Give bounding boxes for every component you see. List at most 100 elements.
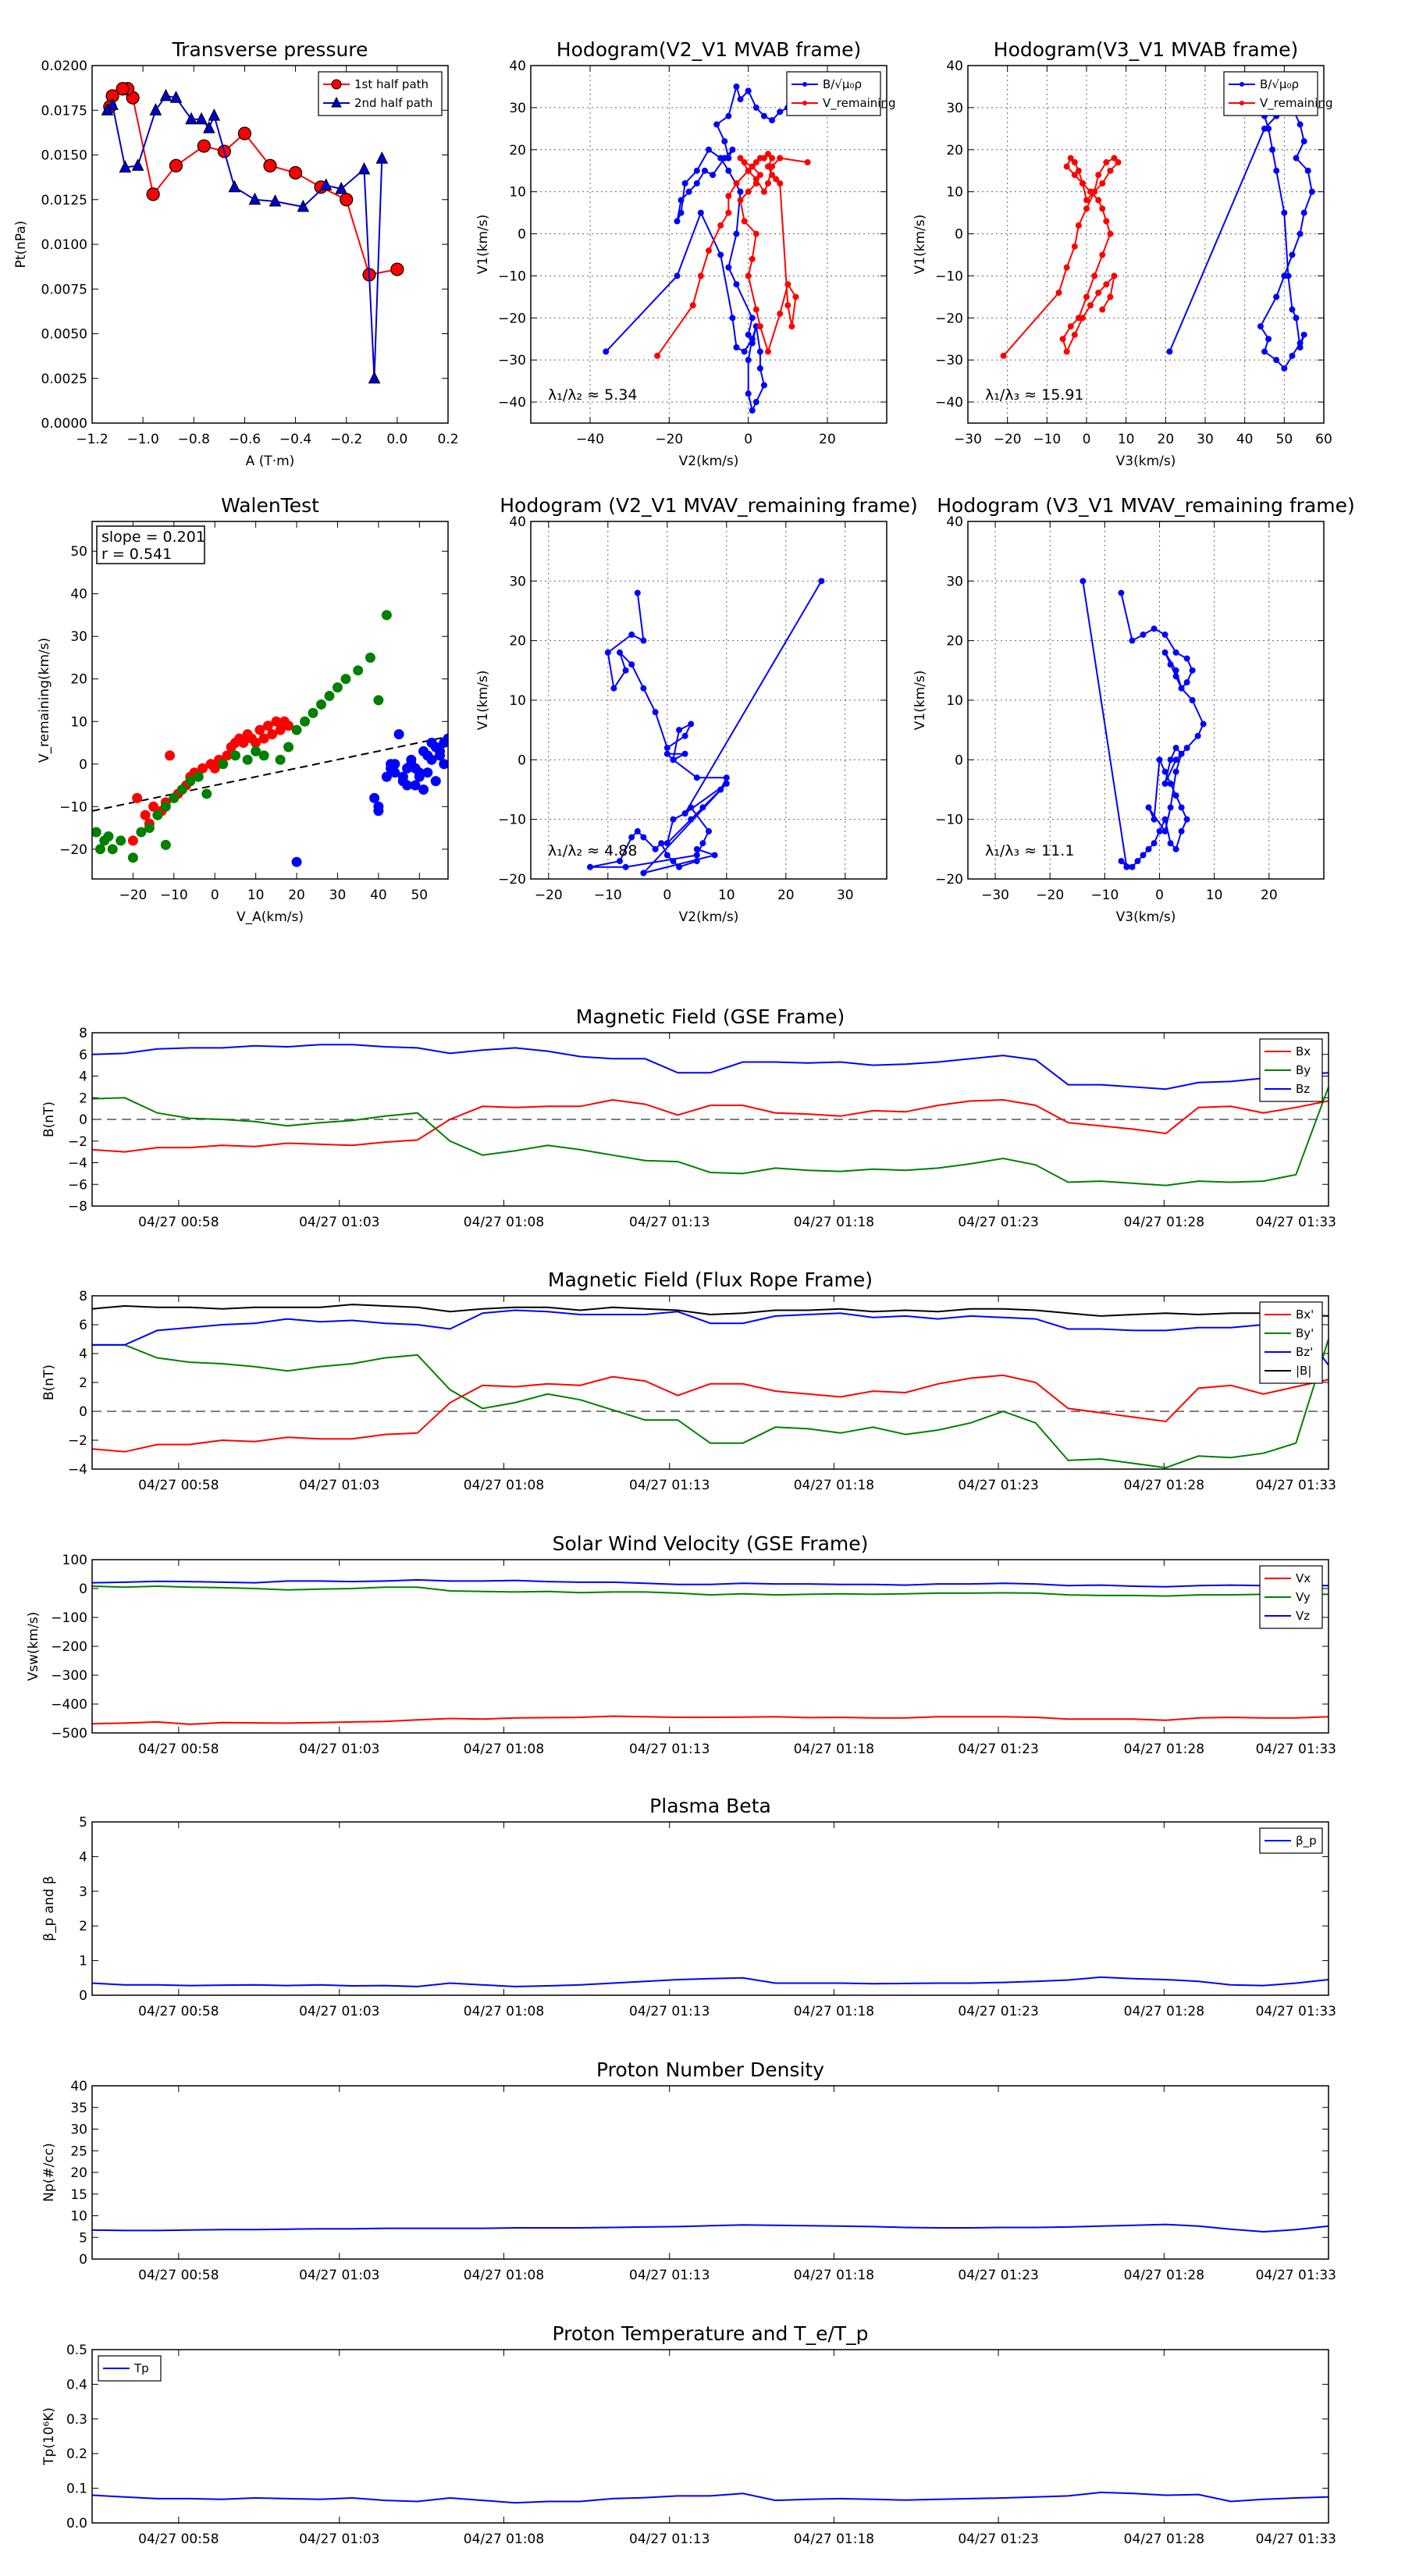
data-point [1172,768,1179,775]
x-tick-label: 04/27 01:13 [629,2004,710,2019]
chart-title: Magnetic Field (GSE Frame) [576,1005,845,1028]
data-point [353,665,364,676]
series-line [92,1087,1329,1187]
y-tick-label: 0 [79,2252,87,2268]
legend: Bx' By' Bz' |B| [1259,1301,1323,1384]
data-point [741,158,748,165]
data-point [804,158,811,165]
y-tick-label: 0.0000 [41,416,87,432]
y-tick-label: 30 [70,2122,87,2138]
data-point [688,804,695,811]
data-point [283,720,294,731]
data-point [1095,172,1102,179]
data-point [1172,667,1179,674]
data-point [1161,632,1168,639]
x-tick-label: 04/27 01:03 [299,2004,379,2019]
y-tick-label: 10 [509,185,526,201]
series-line [92,1044,1329,1091]
chart-title: Hodogram (V3_V1 MVAV_remaining frame) [937,494,1355,517]
chart-title: Hodogram (V2_V1 MVAV_remaining frame) [500,494,918,517]
data-point [1183,745,1190,752]
data-point [251,745,261,756]
data-point [116,835,126,846]
data-point [316,699,327,710]
x-tick-label: 10 [1206,888,1223,903]
data-point [640,685,647,692]
y-tick-label: 40 [70,587,87,603]
data-point [185,112,197,125]
data-point [140,809,151,820]
legend-label: Vy [1296,1590,1311,1604]
y-tick-label: −4 [68,1156,87,1172]
data-point [1075,222,1082,229]
data-point [741,218,748,225]
data-point [1156,827,1163,834]
data-point [1140,632,1147,639]
y-tick-label: 40 [946,59,963,74]
data-point [368,371,381,384]
data-point [1265,125,1272,132]
data-point [1071,331,1078,338]
legend: Vx Vy Vz [1259,1565,1323,1629]
x-tick-label: −20 [535,888,563,903]
data-point [1087,302,1094,309]
data-point [169,91,183,103]
legend-label: By [1296,1063,1311,1077]
y-tick-label: −2 [68,1433,87,1449]
data-point [1172,845,1179,852]
y-tick-label: 100 [62,1553,87,1568]
legend: Tp [98,2355,162,2382]
data-point [291,724,302,735]
y-tick-label: 0.0100 [41,237,87,253]
y-axis-label: Pt(nPa) [13,221,29,269]
data-point [752,306,759,313]
data-point [193,771,204,782]
chart-title: Hodogram(V2_V1 MVAB frame) [557,38,861,61]
x-tick-label: 04/27 01:03 [299,2532,379,2547]
y-tick-label: 2 [79,1091,87,1106]
data-point [1079,180,1086,187]
chart-walen: WalenTest −20 −10 0 10 20 30 40 50 −20 −10 0 10 20 30 4… [37,494,449,925]
data-point [1269,146,1276,153]
legend-label: Bz' [1296,1345,1313,1359]
legend: B/√μ₀ρ V_remaining [1223,71,1333,116]
data-point [1257,323,1264,330]
data-point [92,827,101,838]
data-point [721,137,728,144]
data-point [410,763,421,774]
x-tick-label: 04/27 01:33 [1256,2532,1336,2547]
data-point [725,155,732,162]
y-tick-label: 20 [509,634,526,649]
legend-box [98,2355,162,2382]
legend-label: V_remaining [823,96,896,111]
data-point [335,181,348,194]
x-tick-label: −1.2 [76,432,108,447]
y-axis-label: V1(km/s) [912,215,928,275]
data-point [729,315,736,322]
data-point [1103,281,1110,288]
x-axis-label: V3(km/s) [1116,909,1176,925]
chart-title: Plasma Beta [649,1795,771,1817]
data-point [745,272,752,279]
data-point [1071,158,1078,165]
y-tick-label: 0 [79,757,87,773]
data-point [430,776,441,787]
data-point [769,172,776,179]
data-point [663,750,670,757]
y-tick-label: 10 [509,693,526,709]
data-point [693,167,700,174]
data-point [777,109,784,116]
plot-area [587,578,825,877]
y-tick-label: 30 [70,629,87,645]
legend-label: Bz [1296,1082,1310,1096]
plot-frame [530,521,887,880]
y-axis-label: B(nT) [41,1364,57,1400]
data-point [101,103,114,116]
data-point [1107,230,1114,237]
y-tick-label: 0 [518,227,526,243]
y-tick-label: −300 [51,1668,87,1684]
data-point [340,674,351,685]
data-point [1293,315,1300,322]
x-tick-label: 04/27 01:23 [958,1478,1038,1493]
